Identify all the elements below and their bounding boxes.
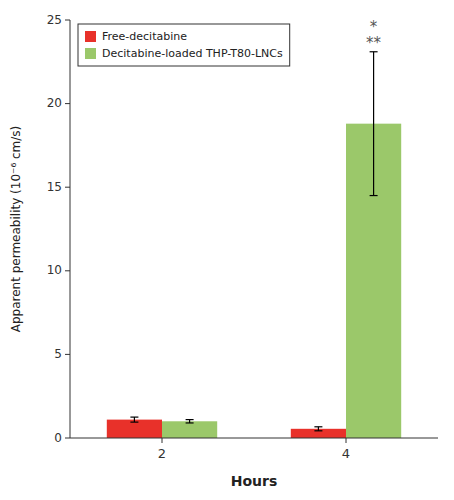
y-tick-label: 10 [47, 263, 62, 277]
y-tick [65, 187, 70, 188]
legend-swatch [85, 48, 96, 59]
y-axis [70, 20, 71, 438]
x-tick [346, 438, 347, 443]
x-axis [70, 438, 438, 439]
y-tick-label: 15 [47, 180, 62, 194]
legend-frame [78, 24, 290, 66]
y-tick [65, 103, 70, 104]
annotation: * [370, 18, 378, 36]
legend-swatch [85, 31, 96, 42]
legend: Free-decitabine Decitabine-loaded THP-T80… [78, 24, 290, 66]
x-tick-label: 4 [342, 446, 350, 461]
y-tick [65, 438, 70, 439]
legend-label: Free-decitabine [102, 30, 187, 43]
y-tick [65, 20, 70, 21]
x-tick [162, 438, 163, 443]
error-bar [314, 427, 322, 431]
y-tick-label: 5 [54, 347, 62, 361]
y-tick-label: 25 [47, 13, 62, 27]
y-tick [65, 270, 70, 271]
y-tick-label: 20 [47, 96, 62, 110]
chart: 0 5 10 15 20 25 2 4 Hours Apparent permeability (… [0, 0, 454, 500]
legend-label: Decitabine-loaded THP-T80-LNCs [102, 47, 283, 60]
error-bar [370, 52, 378, 196]
error-bar [186, 420, 194, 423]
y-tick [65, 354, 70, 355]
y-axis-label: Apparent permeability (10⁻⁶ cm/s) [9, 126, 23, 333]
x-axis-label: Hours [231, 473, 278, 489]
y-tick-label: 0 [54, 431, 62, 445]
error-bar [130, 417, 138, 422]
bar [162, 421, 217, 438]
bars [107, 52, 401, 438]
bar [107, 420, 162, 438]
x-tick-label: 2 [158, 446, 166, 461]
annotation: ** [366, 34, 382, 52]
